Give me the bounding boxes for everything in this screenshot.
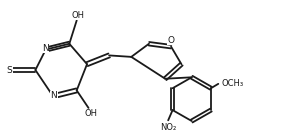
Text: N: N (50, 91, 57, 100)
Text: O: O (168, 36, 175, 45)
Text: OH: OH (85, 109, 98, 118)
Text: N: N (42, 44, 48, 53)
Text: OH: OH (72, 11, 85, 20)
Text: OCH₃: OCH₃ (222, 79, 244, 88)
Text: S: S (7, 66, 13, 74)
Text: NO₂: NO₂ (160, 123, 176, 132)
